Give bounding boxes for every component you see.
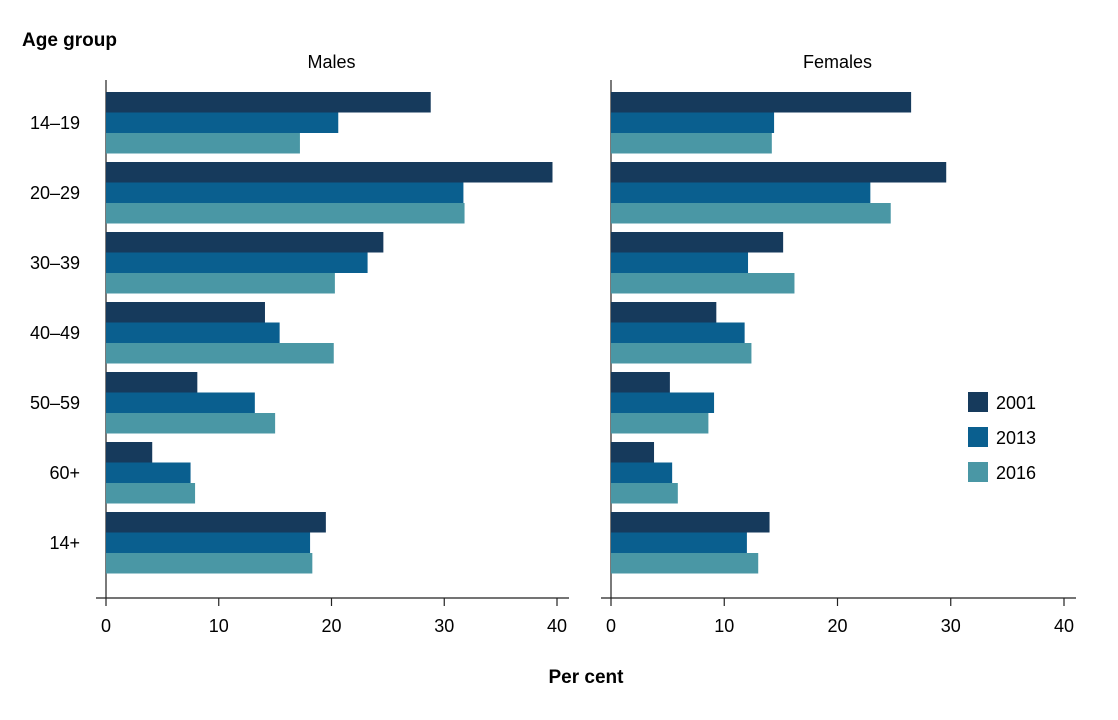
bar-2013 (611, 112, 775, 133)
bar-2001 (106, 302, 265, 323)
bar-2013 (611, 462, 673, 483)
bar-2001 (611, 92, 912, 113)
bar-2016 (106, 203, 465, 224)
bar-2016 (611, 203, 891, 224)
category-label: 60+ (49, 463, 80, 483)
bar-2013 (611, 322, 745, 343)
legend: 2001 2013 2016 (968, 392, 1036, 483)
x-tick-label: 40 (1054, 616, 1074, 636)
panel-females: Females 0 10 20 30 40 (601, 52, 1076, 636)
bar-2001 (106, 92, 431, 113)
x-tick-label: 40 (547, 616, 567, 636)
bar-2016 (106, 273, 335, 294)
bar-2013 (106, 112, 339, 133)
category-label: 50–59 (30, 393, 80, 413)
x-tick-label: 0 (606, 616, 616, 636)
category-label: 40–49 (30, 323, 80, 343)
legend-label: 2016 (996, 463, 1036, 483)
bar-2001 (106, 512, 326, 533)
legend-swatch-2016 (968, 462, 988, 482)
chart-panels: Males 0 10 20 30 40 14–19 20–29 30–39 40–49 50–59 6… (30, 52, 1076, 636)
x-tick-label: 20 (321, 616, 341, 636)
x-axis-title: Per cent (549, 667, 625, 688)
category-label: 14–19 (30, 113, 80, 133)
category-label: 20–29 (30, 183, 80, 203)
bar-2013 (611, 532, 747, 553)
x-tick-label: 30 (434, 616, 454, 636)
bar-2001 (611, 162, 947, 183)
x-tick-label: 20 (827, 616, 847, 636)
bar-2016 (106, 133, 300, 154)
bar-2016 (611, 413, 709, 434)
bar-2013 (106, 252, 368, 273)
bar-2013 (106, 392, 255, 413)
bar-2016 (611, 133, 772, 154)
y-axis-title: Age group (22, 30, 117, 51)
category-label: 30–39 (30, 253, 80, 273)
x-tick-label: 10 (714, 616, 734, 636)
panel-title: Males (307, 52, 355, 72)
bar-2016 (611, 273, 795, 294)
category-label: 14+ (49, 533, 80, 553)
legend-label: 2013 (996, 428, 1036, 448)
legend-swatch-2001 (968, 392, 988, 412)
bar-2001 (106, 162, 553, 183)
bar-2016 (106, 343, 334, 364)
bar-2016 (106, 553, 313, 574)
legend-label: 2001 (996, 393, 1036, 413)
x-tick-label: 30 (941, 616, 961, 636)
bar-2013 (106, 182, 464, 203)
x-tick-label: 0 (101, 616, 111, 636)
bar-2001 (106, 232, 384, 253)
bar-2016 (611, 343, 752, 364)
bar-2013 (106, 322, 280, 343)
bar-2001 (611, 372, 670, 393)
bar-2013 (611, 252, 749, 273)
bar-2013 (611, 182, 871, 203)
bar-2001 (106, 372, 198, 393)
bar-2001 (106, 442, 153, 463)
bar-2001 (611, 512, 770, 533)
bar-2016 (611, 483, 678, 504)
bar-2001 (611, 232, 784, 253)
panel-title: Females (803, 52, 872, 72)
bar-2001 (611, 302, 717, 323)
bar-2016 (611, 553, 759, 574)
bar-2013 (106, 462, 191, 483)
bar-2013 (611, 392, 715, 413)
bar-2001 (611, 442, 655, 463)
bar-2013 (106, 532, 311, 553)
panel-males: Males 0 10 20 30 40 14–19 20–29 30–39 40–49 50–59 6… (30, 52, 569, 636)
legend-swatch-2013 (968, 427, 988, 447)
x-tick-label: 10 (209, 616, 229, 636)
bar-2016 (106, 413, 276, 434)
bar-2016 (106, 483, 196, 504)
